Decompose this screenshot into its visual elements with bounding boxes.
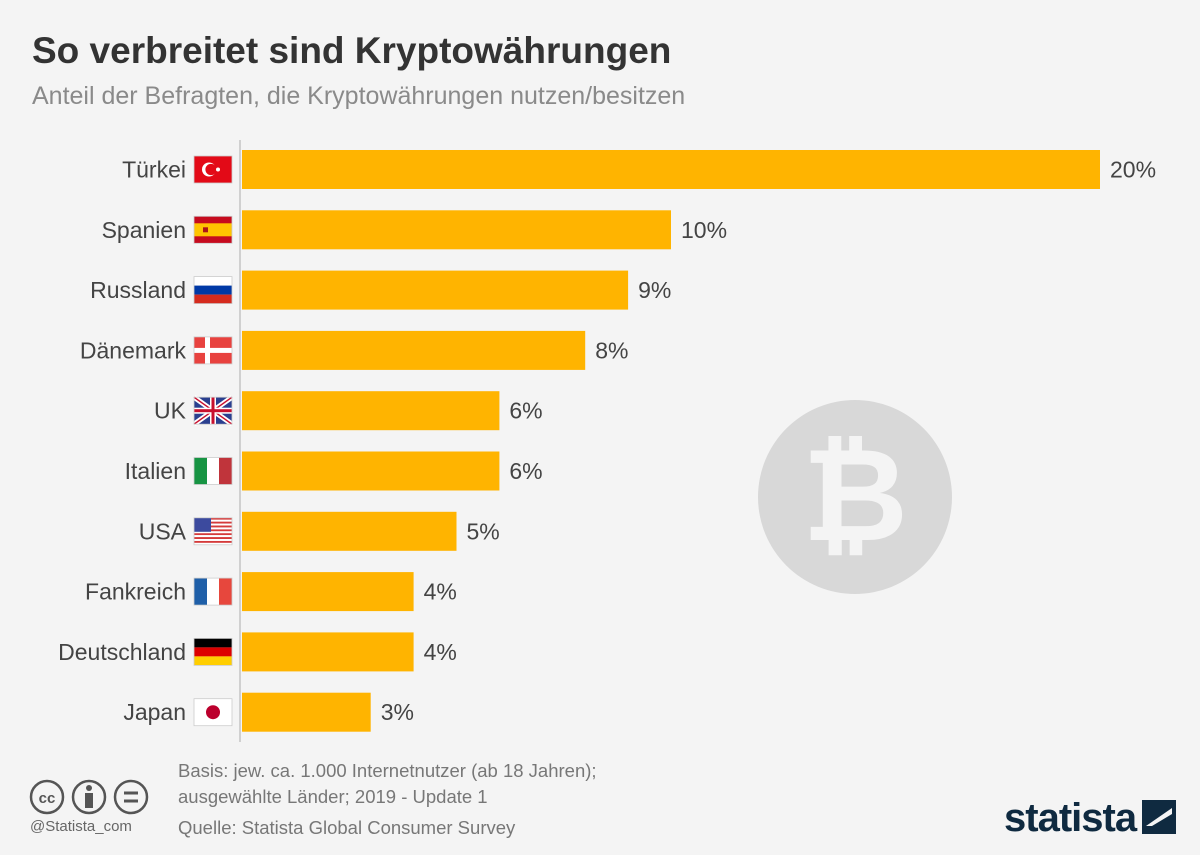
bar	[242, 451, 500, 491]
cc-icon: cc	[29, 779, 65, 815]
statista-logo[interactable]: statista	[1004, 796, 1177, 841]
bar-row: Russland 9%	[90, 270, 671, 310]
category-label: Deutschland	[58, 639, 186, 665]
uk-flag-icon	[192, 395, 234, 427]
bar-row: Fankreich 4%	[85, 572, 457, 612]
bar-row: USA 5%	[139, 511, 500, 551]
value-label: 9%	[638, 277, 671, 303]
usa-flag-icon	[193, 517, 233, 546]
source: Quelle: Statista Global Consumer Survey	[178, 817, 516, 838]
bar	[242, 632, 414, 672]
value-label: 10%	[681, 217, 727, 243]
spain-flag-icon	[193, 215, 233, 244]
twitter-handle[interactable]: @Statista_com	[30, 818, 132, 835]
value-label: 6%	[509, 398, 542, 424]
germany-flag-icon	[193, 638, 233, 666]
statista-logo-icon	[1142, 800, 1177, 834]
category-label: Spanien	[102, 217, 186, 243]
svg-text:₿: ₿	[802, 422, 908, 568]
value-label: 8%	[595, 337, 628, 363]
bar	[242, 210, 671, 250]
bitcoin-icon: ₿	[758, 400, 952, 594]
denmark-flag-icon	[193, 336, 233, 365]
category-label: USA	[139, 518, 187, 544]
russia-flag-icon	[193, 276, 233, 305]
by-icon	[71, 779, 107, 815]
bar-chart: ₿ Türkei 20% Spanien 10% Russland 9% Dänemark 8…	[58, 140, 1156, 742]
value-label: 6%	[509, 458, 542, 484]
bar-row: UK 6%	[154, 391, 543, 431]
bar-row: Italien 6%	[125, 451, 543, 491]
bar	[242, 391, 500, 431]
value-label: 3%	[381, 699, 414, 725]
france-flag-icon	[193, 577, 233, 606]
nd-icon	[113, 779, 149, 815]
value-label: 4%	[424, 639, 457, 665]
bar	[242, 330, 586, 370]
bar	[242, 150, 1100, 189]
subtitle: Anteil der Befragten, die Kryptowährunge…	[32, 82, 686, 110]
value-label: 20%	[1110, 157, 1156, 183]
logo-text: statista	[1004, 796, 1137, 840]
value-label: 5%	[467, 518, 500, 544]
value-label: 4%	[424, 579, 457, 605]
bar-row: Deutschland 4%	[58, 632, 457, 672]
category-label: UK	[154, 398, 187, 424]
basis-line-1: Basis: jew. ca. 1.000 Internetnutzer (ab…	[178, 760, 597, 781]
page-title: So verbreitet sind Kryptowährungen	[32, 30, 672, 71]
bar-row: Türkei 20%	[122, 150, 1156, 189]
category-label: Russland	[90, 277, 186, 303]
bar	[242, 692, 371, 732]
bar	[242, 572, 414, 612]
bar-row: Japan 3%	[123, 692, 414, 732]
japan-flag-icon	[193, 698, 233, 727]
category-label: Dänemark	[80, 337, 187, 363]
category-label: Türkei	[122, 157, 186, 183]
basis-line-2: ausgewählte Länder; 2019 - Update 1	[178, 786, 488, 807]
turkey-flag-icon	[193, 155, 233, 184]
category-label: Japan	[123, 699, 186, 725]
license-icons: cc	[29, 779, 149, 815]
bar-row: Dänemark 8%	[80, 330, 628, 370]
category-label: Fankreich	[85, 579, 186, 605]
bar	[242, 270, 629, 310]
category-label: Italien	[125, 458, 186, 484]
bar-row: Spanien 10%	[102, 210, 727, 250]
svg-text:cc: cc	[39, 790, 56, 807]
italy-flag-icon	[193, 457, 233, 485]
bar	[242, 511, 457, 551]
